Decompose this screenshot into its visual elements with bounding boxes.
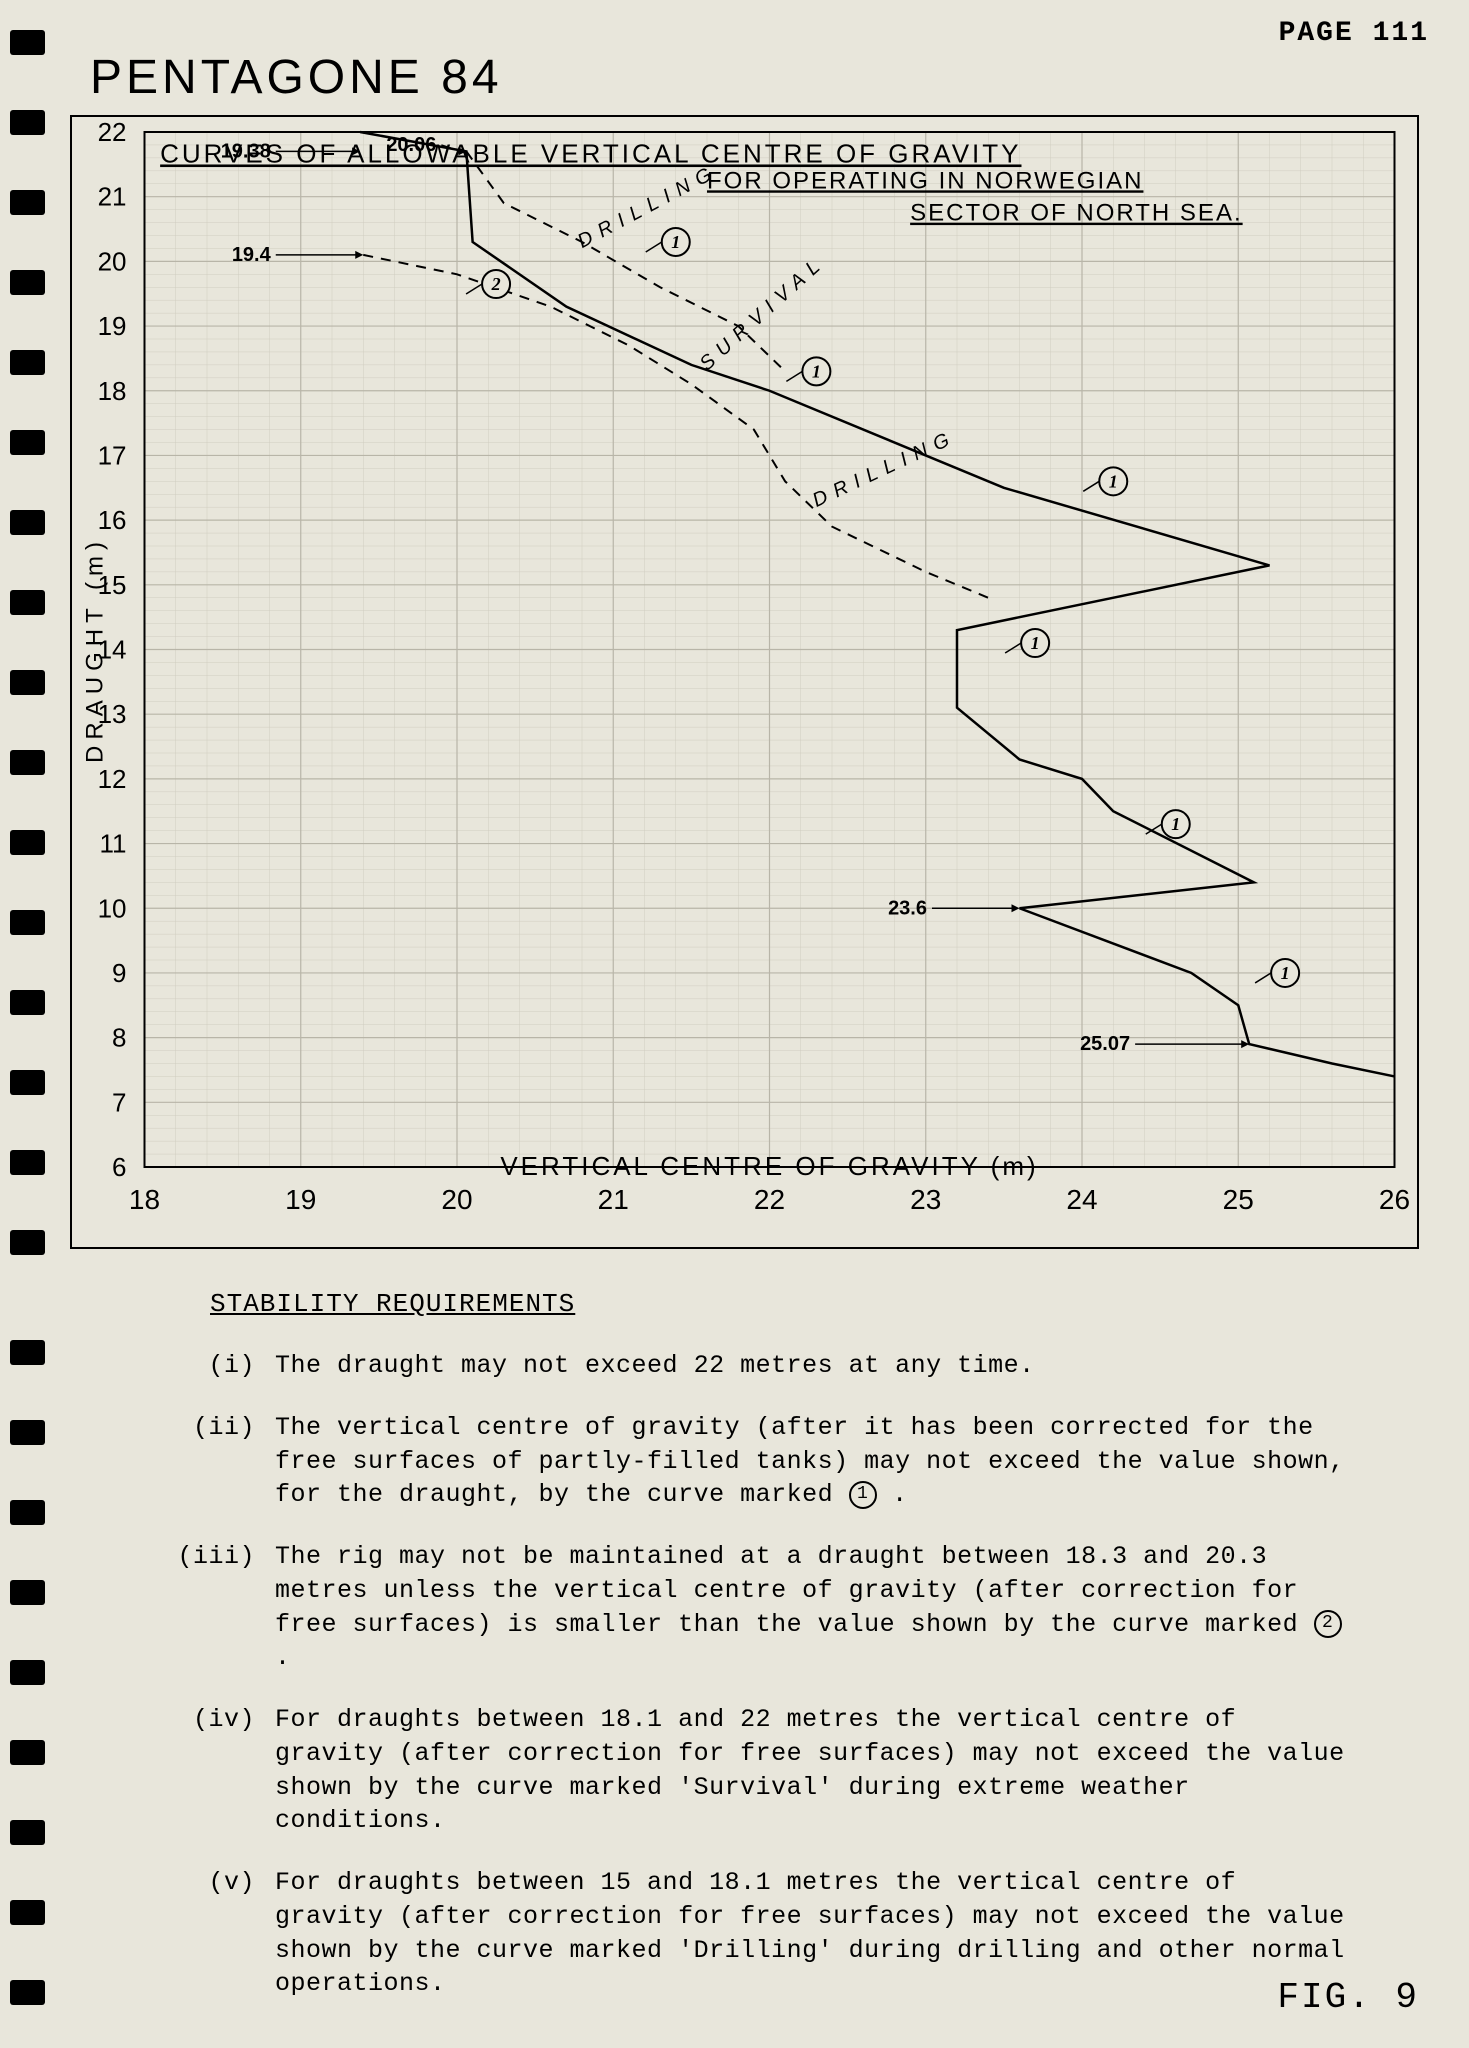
circled-reference: 1: [849, 1481, 877, 1509]
svg-text:DRILLING: DRILLING: [574, 160, 722, 253]
svg-text:10: 10: [98, 893, 127, 923]
requirement-item: (ii)The vertical centre of gravity (afte…: [170, 1411, 1359, 1512]
requirement-number: (v): [170, 1866, 275, 2001]
requirement-number: (ii): [170, 1411, 275, 1512]
svg-text:19: 19: [98, 311, 127, 341]
svg-text:VERTICAL CENTRE OF GRAVITY (m): VERTICAL CENTRE OF GRAVITY (m): [500, 1151, 1038, 1181]
svg-text:CURVES OF ALLOWABLE VERTICAL C: CURVES OF ALLOWABLE VERTICAL CENTRE OF G…: [160, 138, 1021, 168]
svg-text:22: 22: [754, 1184, 785, 1215]
requirement-item: (i)The draught may not exceed 22 metres …: [170, 1349, 1359, 1383]
svg-text:1: 1: [812, 361, 821, 381]
requirement-item: (iii)The rig may not be maintained at a …: [170, 1540, 1359, 1675]
svg-text:DRAUGHT (m): DRAUGHT (m): [82, 536, 109, 763]
requirement-text: For draughts between 15 and 18.1 metres …: [275, 1866, 1359, 2001]
svg-text:SURVIVAL: SURVIVAL: [696, 251, 831, 375]
stability-requirements: STABILITY REQUIREMENTS (i)The draught ma…: [170, 1289, 1359, 2001]
svg-text:1: 1: [1031, 633, 1040, 653]
svg-text:6: 6: [112, 1152, 126, 1182]
svg-text:18: 18: [129, 1184, 160, 1215]
svg-text:9: 9: [112, 958, 126, 988]
requirement-text: For draughts between 18.1 and 22 metres …: [275, 1703, 1359, 1838]
svg-text:26: 26: [1379, 1184, 1410, 1215]
svg-text:20: 20: [441, 1184, 472, 1215]
svg-text:SECTOR OF NORTH SEA.: SECTOR OF NORTH SEA.: [910, 200, 1243, 227]
document-title: PENTAGONE 84: [90, 50, 1439, 105]
svg-text:1: 1: [1109, 471, 1118, 491]
svg-text:24: 24: [1066, 1184, 1097, 1215]
svg-text:21: 21: [98, 182, 127, 212]
svg-text:7: 7: [112, 1087, 126, 1117]
circled-reference: 2: [1314, 1610, 1342, 1638]
svg-text:FOR OPERATING IN NORWEGIAN: FOR OPERATING IN NORWEGIAN: [707, 167, 1143, 194]
svg-text:23: 23: [910, 1184, 941, 1215]
svg-text:1: 1: [1281, 963, 1290, 983]
svg-text:20: 20: [98, 246, 127, 276]
svg-text:19: 19: [285, 1184, 316, 1215]
spiral-binding: [0, 0, 55, 2048]
requirement-text: The draught may not exceed 22 metres at …: [275, 1349, 1359, 1383]
requirement-number: (iv): [170, 1703, 275, 1838]
svg-text:18: 18: [98, 376, 127, 406]
svg-text:16: 16: [98, 505, 127, 535]
chart-container: 1819202122232425266789101112131415161718…: [70, 115, 1419, 1249]
svg-text:8: 8: [112, 1023, 126, 1053]
requirement-text: The vertical centre of gravity (after it…: [275, 1411, 1359, 1512]
requirement-number: (iii): [170, 1540, 275, 1675]
svg-text:23.6: 23.6: [888, 897, 927, 919]
requirement-number: (i): [170, 1349, 275, 1383]
page-number: PAGE 111: [1279, 18, 1429, 49]
svg-text:19.4: 19.4: [232, 244, 272, 266]
svg-text:19.38: 19.38: [221, 140, 271, 162]
svg-text:2: 2: [491, 274, 501, 294]
svg-text:17: 17: [98, 440, 127, 470]
document-page: PAGE 111 PENTAGONE 84 181920212223242526…: [0, 0, 1469, 2048]
svg-text:11: 11: [100, 829, 127, 859]
svg-text:22: 22: [98, 117, 127, 147]
svg-text:21: 21: [598, 1184, 629, 1215]
stability-heading: STABILITY REQUIREMENTS: [210, 1289, 1359, 1319]
svg-text:1: 1: [671, 232, 680, 252]
svg-text:1: 1: [1171, 814, 1180, 834]
requirement-item: (iv)For draughts between 18.1 and 22 met…: [170, 1703, 1359, 1838]
stability-chart: 1819202122232425266789101112131415161718…: [72, 117, 1417, 1247]
figure-label: FIG. 9: [1277, 1977, 1419, 2018]
svg-text:12: 12: [98, 764, 127, 794]
svg-text:25: 25: [1223, 1184, 1254, 1215]
requirement-item: (v)For draughts between 15 and 18.1 metr…: [170, 1866, 1359, 2001]
svg-text:25.07: 25.07: [1080, 1033, 1130, 1055]
svg-text:20.06: 20.06: [386, 134, 436, 156]
requirement-text: The rig may not be maintained at a draug…: [275, 1540, 1359, 1675]
